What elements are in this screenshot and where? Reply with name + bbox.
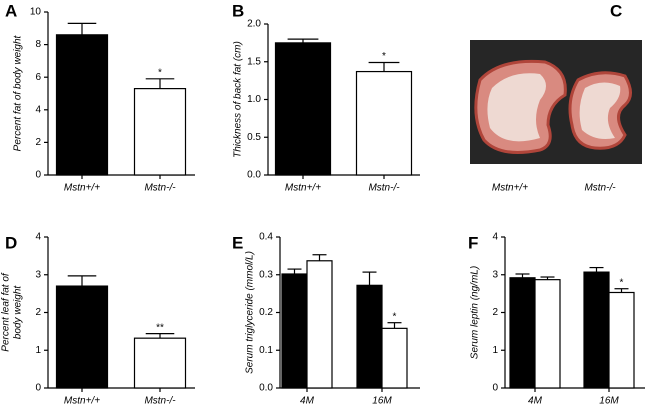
x-tick-label: Mstn-/- bbox=[144, 183, 176, 194]
x-tick-label: 4M bbox=[300, 396, 315, 405]
x-tick-label: Mstn-/- bbox=[368, 183, 400, 194]
panel-label: D bbox=[5, 233, 17, 252]
y-tick-label: 0 bbox=[35, 170, 41, 181]
y-tick-label: 1 bbox=[492, 345, 498, 356]
y-tick-label: 0.3 bbox=[259, 269, 273, 280]
y-tick-label: 2 bbox=[35, 307, 41, 318]
y-axis-label: Percent fat of body weight bbox=[13, 34, 24, 151]
bar bbox=[55, 34, 109, 176]
y-tick-label: 10 bbox=[30, 7, 42, 18]
x-tick-label: Mstn+/+ bbox=[64, 396, 100, 405]
y-tick-label: 0 bbox=[35, 383, 41, 394]
significance-label: * bbox=[158, 67, 162, 78]
y-tick-label: 0.5 bbox=[247, 132, 261, 143]
y-tick-label: 1.0 bbox=[247, 94, 261, 105]
y-axis-label: body weight bbox=[13, 285, 24, 340]
x-tick-label: Mstn-/- bbox=[144, 396, 176, 405]
bar bbox=[55, 285, 109, 389]
x-tick-label: 4M bbox=[528, 396, 543, 405]
x-tick-label: Mstn+/+ bbox=[285, 183, 321, 194]
y-tick-label: 0.0 bbox=[259, 383, 273, 394]
bar bbox=[608, 291, 635, 389]
bar bbox=[306, 260, 333, 389]
x-tick-label: Mstn+/+ bbox=[492, 183, 528, 194]
x-tick-label: Mstn-/- bbox=[584, 183, 616, 194]
bar bbox=[356, 284, 383, 389]
y-tick-label: 4 bbox=[35, 232, 41, 243]
y-tick-label: 3 bbox=[492, 269, 498, 280]
y-axis-label: Serum leptin (ng/mL) bbox=[470, 266, 481, 359]
panel-label: C bbox=[610, 1, 622, 20]
panel-label: A bbox=[5, 1, 17, 20]
y-tick-label: 0 bbox=[492, 383, 498, 394]
y-tick-label: 8 bbox=[35, 39, 41, 50]
bar bbox=[534, 279, 561, 389]
y-tick-label: 0.0 bbox=[247, 170, 261, 181]
fat-sample-inner bbox=[487, 73, 546, 142]
y-tick-label: 6 bbox=[35, 72, 41, 83]
x-tick-label: 16M bbox=[372, 396, 392, 405]
bar bbox=[133, 88, 187, 176]
y-tick-label: 1.5 bbox=[247, 56, 261, 67]
x-tick-label: Mstn+/+ bbox=[64, 183, 100, 194]
bar bbox=[281, 273, 308, 389]
y-tick-label: 2.0 bbox=[247, 19, 261, 30]
y-axis-label: Thickness of back fat (cm) bbox=[233, 41, 244, 158]
significance-label: * bbox=[393, 311, 397, 322]
x-tick-label: 16M bbox=[599, 396, 619, 405]
y-tick-label: 4 bbox=[35, 104, 41, 115]
y-axis-label: Percent leaf fat of bbox=[1, 272, 12, 352]
panel-label: E bbox=[232, 233, 243, 252]
y-tick-label: 0.1 bbox=[259, 345, 273, 356]
significance-label: * bbox=[620, 277, 624, 288]
y-tick-label: 2 bbox=[35, 137, 41, 148]
bar bbox=[583, 271, 610, 389]
significance-label: * bbox=[382, 51, 386, 62]
y-tick-label: 0.4 bbox=[259, 232, 273, 243]
bar bbox=[381, 327, 408, 389]
y-tick-label: 1 bbox=[35, 345, 41, 356]
bar bbox=[274, 42, 332, 176]
bar bbox=[355, 70, 413, 176]
y-tick-label: 2 bbox=[492, 307, 498, 318]
y-tick-label: 4 bbox=[492, 232, 498, 243]
panel-label: F bbox=[468, 233, 478, 252]
y-tick-label: 3 bbox=[35, 269, 41, 280]
significance-label: ** bbox=[156, 322, 164, 333]
bar bbox=[509, 277, 536, 389]
photo bbox=[470, 40, 642, 164]
fat-sample-inner bbox=[579, 82, 621, 139]
y-axis-label: Serum triglyceride (mmol/L) bbox=[245, 251, 256, 374]
bar bbox=[133, 337, 187, 389]
panel-label: B bbox=[232, 1, 244, 20]
y-tick-label: 0.2 bbox=[259, 307, 273, 318]
